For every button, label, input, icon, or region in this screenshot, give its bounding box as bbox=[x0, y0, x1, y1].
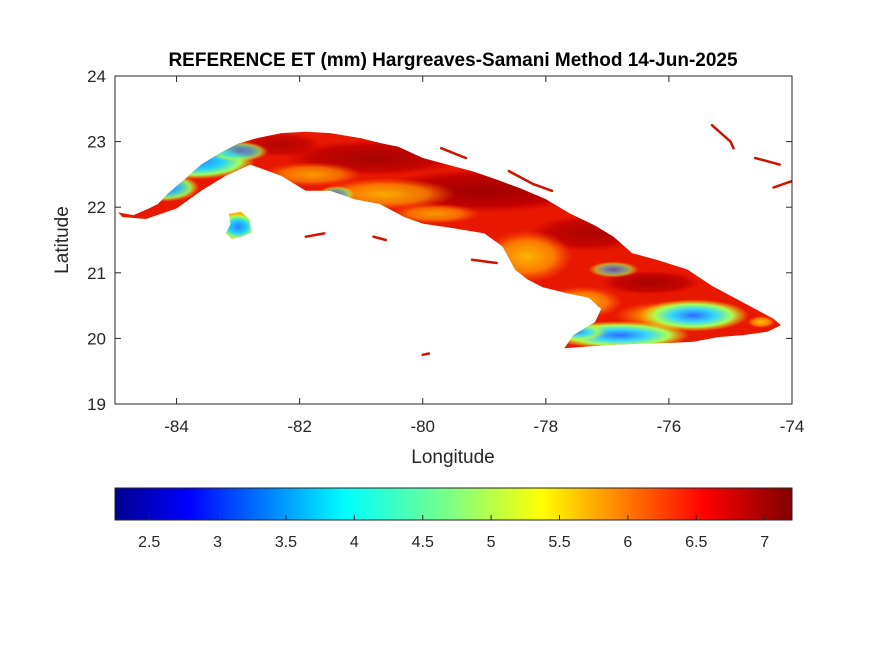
colorbar-tick-label: 4.5 bbox=[412, 534, 434, 551]
y-tick-label: 20 bbox=[87, 329, 106, 348]
x-axis-label: Longitude bbox=[411, 447, 494, 468]
colorbar-tick-label: 3.5 bbox=[275, 534, 297, 551]
heatmap-cay bbox=[372, 235, 388, 242]
x-tick-label: -82 bbox=[287, 417, 312, 436]
heatmap-cool-patch bbox=[588, 261, 639, 278]
heatmap-cool-east bbox=[546, 321, 607, 342]
colorbar-tick-label: 5 bbox=[487, 534, 496, 551]
colorbar-tick-label: 2.5 bbox=[138, 534, 160, 551]
plot-area bbox=[114, 75, 793, 405]
heatmap-warm-zone bbox=[542, 286, 623, 319]
colorbar-tick-label: 6.5 bbox=[685, 534, 707, 551]
y-tick-label: 23 bbox=[87, 133, 106, 152]
heatmap-cool-west bbox=[129, 173, 200, 202]
heatmap-warm-zone bbox=[747, 316, 776, 328]
heatmap-cay bbox=[753, 156, 781, 166]
y-tick-label: 21 bbox=[87, 264, 106, 283]
x-tick-label: -78 bbox=[534, 417, 559, 436]
heatmap-main-island bbox=[118, 131, 781, 349]
heatmap-hot-zone bbox=[600, 270, 701, 295]
heatmap-cay bbox=[710, 123, 735, 150]
x-tick-label: -84 bbox=[164, 417, 189, 436]
heatmap-isle bbox=[225, 211, 252, 239]
heatmap-cool-patch bbox=[225, 212, 252, 239]
y-tick-label: 22 bbox=[87, 198, 106, 217]
colorbar-tick-label: 7 bbox=[760, 534, 769, 551]
heatmap-warm-zone bbox=[482, 230, 573, 283]
y-tick-label: 24 bbox=[87, 67, 106, 86]
heatmap-cay bbox=[421, 352, 431, 357]
x-axis: -84 -82 -80 -78 -76 -74 bbox=[164, 76, 804, 436]
x-tick-label: -74 bbox=[780, 417, 805, 436]
y-tick-label: 19 bbox=[87, 395, 106, 414]
colorbar bbox=[114, 487, 793, 521]
heatmap-cay bbox=[304, 232, 326, 238]
colorbar-tick-label: 6 bbox=[623, 534, 632, 551]
chart-title: REFERENCE ET (mm) Hargreaves-Samani Meth… bbox=[168, 50, 738, 71]
heatmap-cay bbox=[470, 258, 498, 265]
colorbar-tick-label: 5.5 bbox=[548, 534, 570, 551]
x-tick-label: -80 bbox=[410, 417, 435, 436]
colorbar-tick-label: 4 bbox=[350, 534, 359, 551]
y-axis-label: Latitude bbox=[52, 206, 73, 274]
heatmap-base bbox=[118, 131, 781, 349]
heatmap-cay bbox=[507, 169, 554, 193]
heatmap-cool-east bbox=[638, 299, 749, 332]
colorbar-tick-label: 3 bbox=[213, 534, 222, 551]
heatmap-warm-zone bbox=[390, 203, 481, 224]
x-tick-label: -76 bbox=[657, 417, 682, 436]
map-layer bbox=[118, 123, 792, 357]
heatmap-base bbox=[225, 211, 252, 239]
heatmap-cay bbox=[439, 146, 468, 160]
heatmap-cool-patch bbox=[318, 186, 355, 203]
heatmap-warm-zone bbox=[261, 162, 362, 187]
y-axis: 19 20 21 22 23 24 bbox=[87, 67, 792, 414]
colorbar-ticks: 2.5 3 3.5 4 4.5 5 5.5 6 6.5 7 bbox=[138, 515, 769, 551]
heatmap-cool-west bbox=[208, 141, 269, 162]
heatmap-cay bbox=[772, 179, 792, 189]
